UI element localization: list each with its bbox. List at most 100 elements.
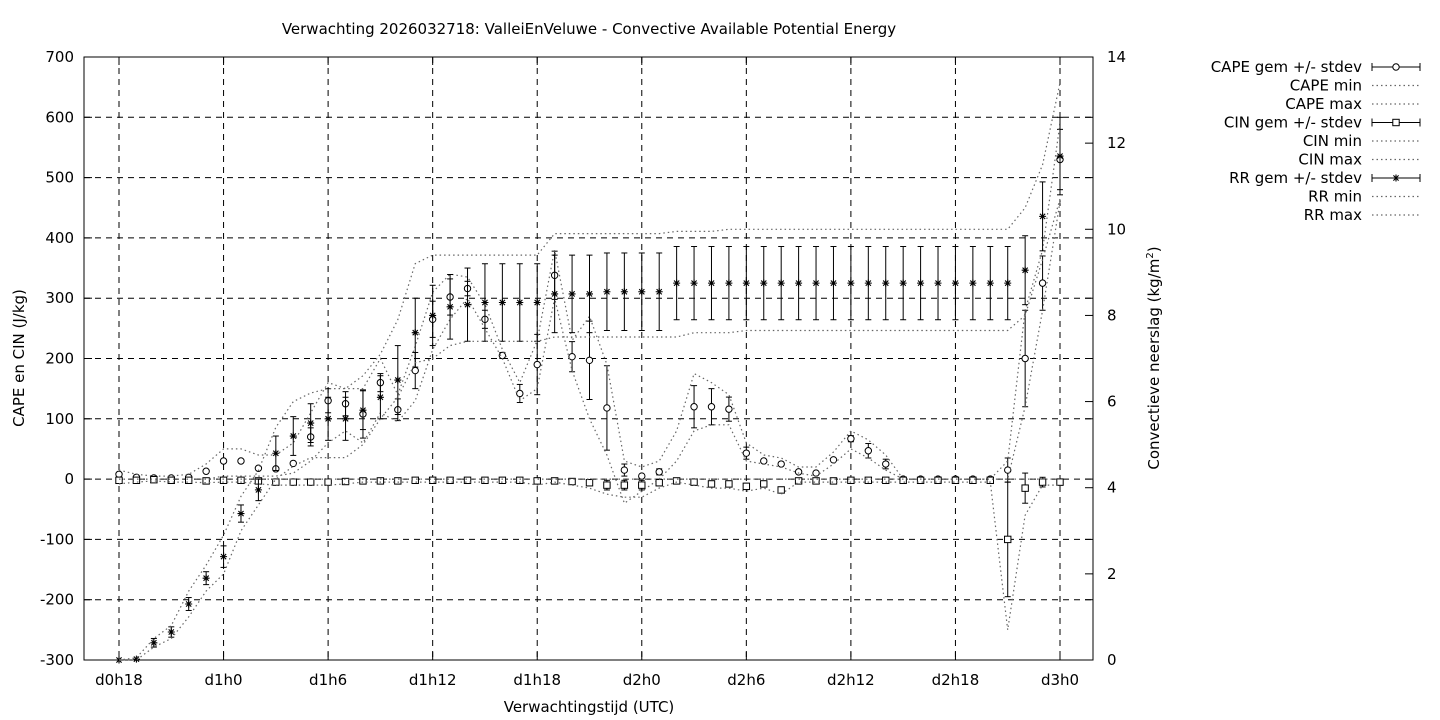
x-tick-label: d1h0 <box>204 671 242 689</box>
data-point <box>132 655 140 663</box>
y-tick-label: 600 <box>45 108 74 126</box>
data-point <box>446 476 454 485</box>
data-point <box>829 279 837 287</box>
y-tick-label: -300 <box>40 651 74 669</box>
y2-tick-label: 0 <box>1107 651 1117 669</box>
data-point <box>638 288 646 296</box>
y2-tick-label: 10 <box>1107 220 1126 238</box>
data-point <box>620 481 629 489</box>
data-point <box>655 479 663 487</box>
x-tick-label: d1h6 <box>309 671 347 689</box>
data-point <box>411 366 419 375</box>
data-point <box>167 628 175 636</box>
data-point <box>777 279 785 287</box>
data-point <box>882 476 890 485</box>
data-point <box>794 477 803 485</box>
x-tick-label: d3h0 <box>1041 671 1079 689</box>
series-line <box>119 198 1061 661</box>
x-tick-label: d2h6 <box>727 671 765 689</box>
y2-tick-label: 8 <box>1107 306 1117 324</box>
data-point <box>603 288 611 296</box>
data-point <box>969 279 977 287</box>
data-point <box>672 477 681 485</box>
data-point <box>742 482 751 491</box>
y-tick-label: 200 <box>45 350 74 368</box>
y-tick-label: -200 <box>40 591 74 609</box>
y-axis-label: CAPE en CIN (J/kg) <box>10 289 28 427</box>
y2-tick-label: 12 <box>1107 134 1126 152</box>
data-point <box>306 478 315 486</box>
x-tick-label: d2h18 <box>932 671 980 689</box>
series-7 <box>119 198 1061 661</box>
x-tick-label: d2h12 <box>827 671 875 689</box>
data-point <box>585 356 594 365</box>
data-point <box>464 301 472 309</box>
data-point <box>585 479 594 487</box>
data-point <box>777 460 785 468</box>
data-point <box>202 574 210 582</box>
data-point <box>516 389 524 398</box>
data-point <box>899 476 907 485</box>
data-point <box>812 279 820 287</box>
data-point <box>481 476 489 485</box>
data-point <box>638 481 646 489</box>
data-point <box>272 449 280 457</box>
data-point <box>742 449 751 457</box>
data-point <box>847 279 855 287</box>
data-point <box>586 290 593 298</box>
data-point <box>655 288 663 296</box>
data-point <box>603 404 611 412</box>
plot-border <box>83 56 1094 661</box>
data-point <box>917 279 925 287</box>
y2-tick-label: 14 <box>1107 48 1126 66</box>
data-point <box>829 477 838 485</box>
data-point <box>376 393 384 401</box>
legend-label: RR gem +/- stdev <box>1229 169 1362 187</box>
data-point <box>516 476 524 485</box>
data-point <box>359 477 367 485</box>
data-point <box>289 478 297 486</box>
data-point <box>150 476 158 484</box>
legend-label: CIN max <box>1298 151 1362 169</box>
data-point <box>882 279 890 287</box>
data-point <box>725 279 733 287</box>
data-point <box>220 553 228 561</box>
data-point <box>533 299 541 307</box>
data-point <box>777 486 785 494</box>
data-point <box>411 329 419 337</box>
data-point <box>324 415 332 423</box>
data-point <box>289 459 297 468</box>
legend-label: RR min <box>1308 188 1362 206</box>
data-point <box>568 290 576 298</box>
legend-label: CIN min <box>1303 132 1362 150</box>
y-tick-label: 400 <box>45 229 74 247</box>
data-point <box>132 476 141 485</box>
data-point <box>707 279 715 287</box>
y2-tick-label: 4 <box>1107 479 1117 497</box>
data-point <box>882 460 890 468</box>
data-point <box>673 279 681 287</box>
data-point <box>202 467 210 475</box>
data-point <box>986 476 994 485</box>
data-point <box>934 279 942 287</box>
data-point <box>167 476 175 485</box>
y-tick-label: 500 <box>45 169 74 187</box>
legend-label: CAPE min <box>1290 77 1362 95</box>
data-point <box>551 290 559 298</box>
legend-marker <box>1392 118 1400 127</box>
x-tick-label: d2h0 <box>623 671 661 689</box>
grid-lines <box>84 57 1093 660</box>
y2-axis-label: Convectieve neerslag (kg/m2) <box>1145 246 1163 469</box>
data-point <box>603 481 611 489</box>
data-point <box>202 477 210 485</box>
data-point <box>655 468 663 476</box>
data-point <box>394 477 402 485</box>
data-point <box>794 468 803 476</box>
data-point <box>446 303 454 311</box>
data-point <box>1004 535 1012 544</box>
data-point <box>690 478 698 486</box>
data-point <box>1038 279 1047 287</box>
y2-tick-label: 6 <box>1107 393 1117 411</box>
tick-labels: -300 -200 -100 0 100 200 300 400 500 600 700 0 2 4 6 8 1… <box>40 48 1126 689</box>
